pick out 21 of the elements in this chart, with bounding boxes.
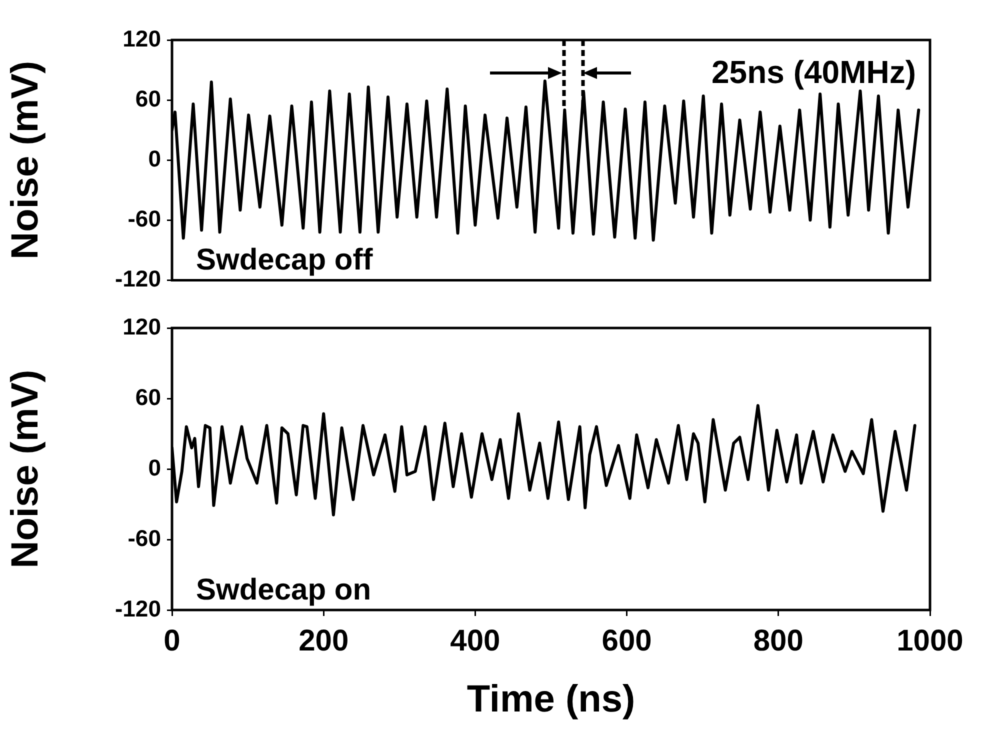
x-tick-label: 400 [450, 624, 500, 658]
y-tick-label: -120 [114, 266, 161, 292]
y-tick-label: 60 [135, 384, 161, 410]
x-axis-title: Time (ns) [466, 678, 636, 721]
y-tick-label: 0 [148, 145, 161, 172]
y-tick-label: 0 [148, 454, 161, 480]
x-tick-label: 1000 [896, 624, 964, 658]
annotation: Swdecap on [196, 573, 372, 606]
x-tick-label: 800 [753, 624, 804, 658]
annotation: Swdecap off [196, 243, 374, 276]
y-tick-label: 60 [135, 85, 161, 112]
x-tick-label: 200 [298, 624, 349, 658]
y-tick-label: -120 [114, 595, 161, 622]
annotation: 25ns (40MHz) [712, 54, 916, 90]
y-axis-title: Noise (mV) [4, 370, 46, 568]
y-tick-label: -60 [128, 524, 161, 551]
y-tick-label: 120 [122, 313, 161, 340]
y-axis-title: Noise (mV) [4, 60, 46, 260]
y-tick-label: 120 [122, 25, 161, 52]
y-tick-label: -60 [128, 205, 161, 232]
x-tick-label: 600 [602, 624, 652, 658]
